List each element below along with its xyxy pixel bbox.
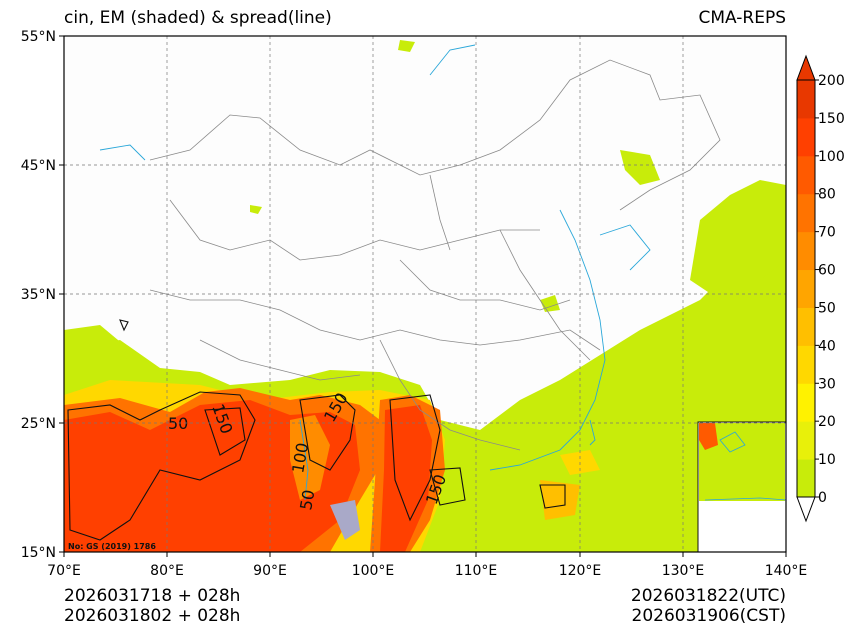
init-time-2: 2026031802 + 028h xyxy=(64,606,241,626)
lon-label: 140°E xyxy=(765,563,808,579)
lon-label: 120°E xyxy=(559,563,602,579)
shaded-field xyxy=(64,40,786,552)
lon-labels: 70°E 80°E 90°E 100°E 110°E 120°E 130°E 1… xyxy=(47,563,807,579)
lat-label: 45°N xyxy=(21,158,56,174)
colorbar-bin xyxy=(797,345,815,384)
colorbar-label: 30 xyxy=(818,376,836,392)
inset-map xyxy=(697,421,787,553)
lon-label: 110°E xyxy=(455,563,498,579)
colorbar-label: 80 xyxy=(818,187,836,203)
colorbar-over-arrow xyxy=(796,54,816,81)
lon-label: 90°E xyxy=(253,563,287,579)
colorbar-bin xyxy=(797,80,815,119)
lon-label: 70°E xyxy=(47,563,81,579)
lat-label: 25°N xyxy=(21,416,56,432)
colorbar-bin xyxy=(797,117,815,157)
map-approval-note: No: GS (2019) 1786 xyxy=(68,542,156,551)
boundary-lines xyxy=(149,59,721,451)
spread-contours xyxy=(67,319,566,541)
colorbar-label: 200 xyxy=(818,73,845,89)
colorbar-labels: 0 10 20 30 40 50 60 70 80 100 150 200 xyxy=(815,73,845,506)
colorbar-bin xyxy=(797,383,815,422)
lat-label: 35°N xyxy=(21,287,56,303)
map-title: cin, EM (shaded) & spread(line) xyxy=(64,8,332,28)
colorbar-bin xyxy=(797,155,815,195)
lon-label: 130°E xyxy=(662,563,705,579)
colorbar-bin xyxy=(797,231,815,271)
model-name: CMA-REPS xyxy=(698,8,786,28)
valid-time-cst: 2026031906(CST) xyxy=(631,606,786,626)
valid-time-utc: 2026031822(UTC) xyxy=(630,586,786,606)
colorbar-label: 20 xyxy=(818,414,836,430)
lon-label: 100°E xyxy=(352,563,395,579)
colorbar-label: 10 xyxy=(818,452,836,468)
colorbar-label: 50 xyxy=(818,300,836,316)
contour-label: 50 xyxy=(168,414,188,433)
axis-ticks xyxy=(59,35,787,557)
water-lines xyxy=(99,44,651,501)
colorbar-label: 150 xyxy=(818,111,845,127)
colorbar-label: 40 xyxy=(818,338,836,354)
colorbar-bin xyxy=(797,307,815,346)
contour-label: 50 xyxy=(296,488,318,511)
colorbar-bin xyxy=(797,421,815,460)
colorbar-bin xyxy=(797,269,815,308)
colorbar-label: 70 xyxy=(818,225,836,241)
colorbar-bin xyxy=(797,193,815,233)
colorbar-bins xyxy=(797,80,815,498)
lon-label: 80°E xyxy=(150,563,184,579)
lat-labels: 55°N 45°N 35°N 25°N 15°N xyxy=(21,29,56,561)
lat-label: 15°N xyxy=(21,545,56,561)
gridlines xyxy=(64,36,786,552)
init-time-1: 2026031718 + 028h xyxy=(64,586,241,606)
colorbar-frame xyxy=(796,79,816,498)
colorbar-label: 0 xyxy=(818,490,827,506)
lat-label: 55°N xyxy=(21,29,56,45)
colorbar-bin xyxy=(797,459,815,498)
colorbar-label: 100 xyxy=(818,149,845,165)
colorbar-label: 60 xyxy=(818,263,836,279)
colorbar: 0 10 20 30 40 50 60 70 80 100 150 200 xyxy=(796,54,845,523)
colorbar-under-arrow xyxy=(796,496,816,523)
